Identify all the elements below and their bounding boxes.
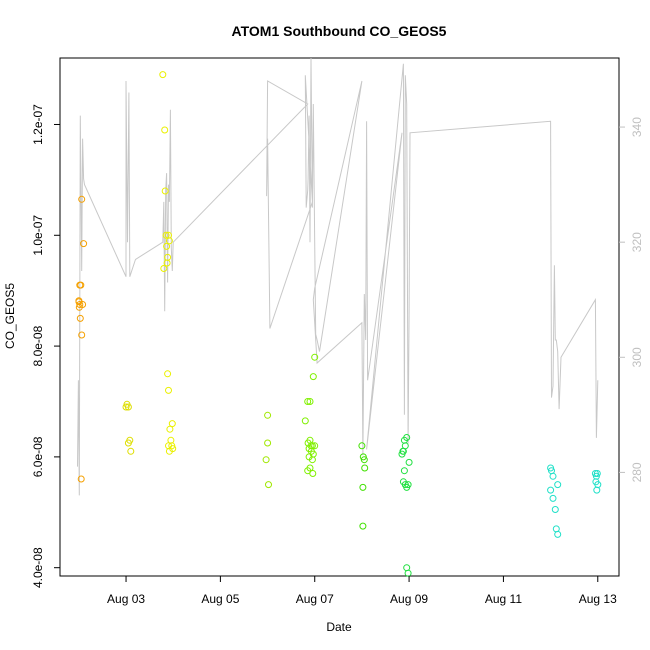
data-point [403, 434, 411, 441]
right-y-tick-label: 340 [630, 117, 644, 137]
chart-title: ATOM1 Southbound CO_GEOS5 [232, 23, 447, 39]
data-point [304, 467, 312, 475]
data-point [262, 456, 270, 464]
data-point [168, 420, 176, 428]
y-tick-label: 4.0e-08 [31, 547, 45, 588]
data-point [311, 442, 319, 450]
right-y-tick-label: 320 [630, 232, 644, 252]
data-point [124, 403, 132, 411]
x-tick-label: Aug 07 [296, 592, 334, 606]
data-point [593, 486, 601, 494]
data-point [358, 442, 366, 450]
series-line [77, 57, 599, 496]
data-point [166, 425, 174, 433]
data-point [75, 303, 83, 311]
data-point [361, 464, 369, 472]
right-y-tick-label: 280 [630, 462, 644, 482]
points-layer [75, 71, 602, 577]
data-point [592, 478, 600, 486]
data-point [162, 231, 170, 239]
data-point [161, 126, 169, 134]
data-point [76, 281, 84, 289]
x-tick-label: Aug 11 [485, 592, 522, 606]
data-point [399, 478, 407, 486]
data-point [264, 439, 272, 447]
data-point [76, 301, 84, 308]
data-point [126, 436, 134, 444]
data-point [405, 458, 413, 466]
data-point [165, 237, 173, 245]
y-axis-label: CO_GEOS5 [3, 283, 17, 349]
data-point [306, 398, 314, 405]
data-point [359, 522, 367, 530]
data-point [265, 481, 272, 489]
line-layer [77, 57, 599, 496]
y-tick-label: 8.0e-08 [31, 325, 45, 366]
y-axis: 4.0e-08 6.0e-08 8.0e-08 1.0e-07 1.2e-07 [31, 104, 60, 588]
data-point [305, 445, 313, 453]
plot-region [59, 57, 620, 577]
data-point [160, 265, 168, 272]
x-tick-label: Aug 09 [390, 592, 428, 606]
data-point [309, 373, 317, 381]
data-point [311, 353, 319, 361]
data-point [164, 253, 172, 261]
data-point [549, 472, 557, 480]
data-point [164, 370, 172, 378]
data-point [593, 470, 601, 477]
data-point [264, 411, 272, 419]
data-point [304, 398, 312, 405]
data-point [399, 447, 407, 455]
data-point [76, 314, 84, 322]
data-point [127, 447, 135, 455]
data-point [161, 187, 169, 195]
plot-frame [59, 57, 620, 577]
data-point [547, 486, 555, 494]
y-tick-label: 6.0e-08 [31, 436, 45, 477]
right-y-axis: 280 300 320 340 [619, 117, 644, 482]
x-tick-label: Aug 03 [107, 592, 145, 606]
data-point [359, 453, 367, 461]
x-axis-label: Date [326, 620, 352, 634]
data-point [163, 242, 171, 250]
data-point [75, 297, 83, 305]
data-point [551, 506, 559, 513]
data-point [159, 71, 167, 79]
data-point [554, 530, 562, 538]
data-point [78, 331, 86, 339]
data-point [78, 195, 86, 203]
y-tick-label: 1.2e-07 [31, 104, 45, 145]
data-point [301, 417, 309, 425]
data-point [554, 481, 562, 489]
x-tick-label: Aug 13 [579, 592, 617, 606]
y-tick-label: 1.0e-07 [31, 215, 45, 256]
data-point [404, 569, 412, 577]
data-point [359, 483, 367, 491]
data-point [165, 386, 172, 394]
data-point [169, 445, 177, 453]
data-point [549, 494, 557, 502]
right-y-tick-label: 300 [630, 347, 644, 367]
data-point [400, 467, 408, 475]
x-axis: Aug 03 Aug 05 Aug 07 Aug 09 Aug 11 Aug 13 [107, 576, 617, 606]
x-tick-label: Aug 05 [201, 592, 239, 606]
data-point [80, 240, 88, 248]
data-point [77, 475, 85, 483]
data-point [308, 456, 316, 464]
